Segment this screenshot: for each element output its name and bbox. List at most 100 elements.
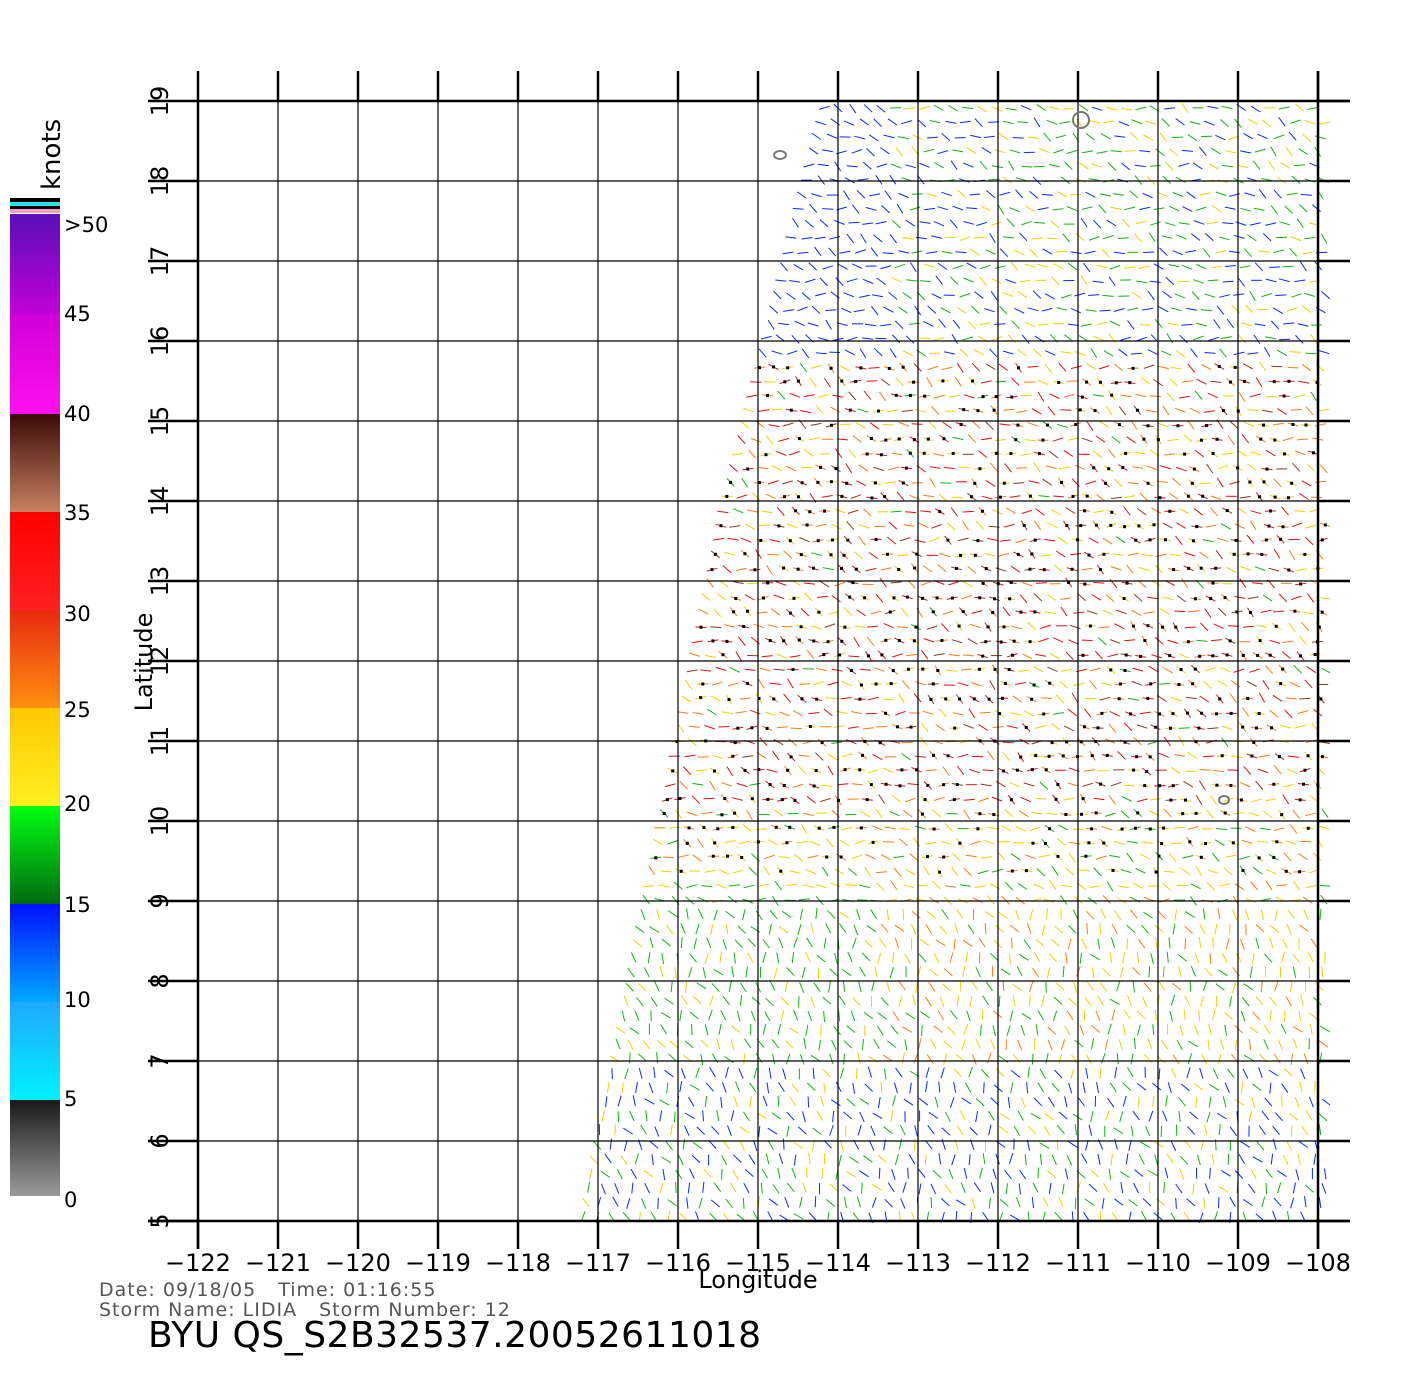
wind-barb (849, 1156, 859, 1164)
wind-barb (1056, 1125, 1065, 1135)
wind-barb (939, 925, 948, 935)
wind-barb (1202, 980, 1208, 992)
wind-barb (832, 1111, 835, 1123)
rain-flag-dot (1034, 754, 1038, 758)
wind-barb (1000, 968, 1011, 976)
rain-flag-dot (1137, 524, 1141, 528)
wind-barb (636, 997, 644, 1007)
wind-barb (807, 855, 819, 859)
wind-barb (772, 1184, 780, 1194)
wind-barb (972, 897, 983, 904)
wind-barb (1086, 923, 1088, 935)
wind-barb (760, 1182, 763, 1194)
wind-barb (1114, 910, 1122, 921)
rain-flag-dot (932, 753, 935, 757)
wind-barb (1278, 278, 1290, 283)
wind-barb (846, 521, 855, 531)
rain-flag-dot (1277, 755, 1281, 759)
wind-barb (1102, 895, 1111, 904)
wind-barb (1033, 520, 1042, 530)
wind-barb (1162, 290, 1172, 299)
wind-barb (1320, 894, 1328, 905)
rain-flag-dot (1201, 494, 1205, 498)
wind-barb (1261, 178, 1272, 182)
wind-barb (641, 1198, 647, 1209)
rain-flag-dot (1211, 581, 1215, 585)
time-text: Time: 01:16:55 (278, 1279, 437, 1301)
rain-flag-dot (1168, 654, 1172, 658)
wind-barb (1302, 896, 1313, 904)
wind-barb (1102, 235, 1114, 240)
wind-barb (1074, 1124, 1077, 1136)
wind-barb (1306, 665, 1316, 674)
wind-barb (1074, 1198, 1077, 1210)
wind-barb (622, 1211, 631, 1221)
wind-barb (1141, 553, 1153, 557)
longitude-tick-label: −112 (965, 1249, 1031, 1277)
wind-barb (691, 1023, 693, 1036)
wind-barb (659, 1110, 663, 1122)
wind-barb (807, 1010, 813, 1022)
rain-flag-dot (788, 611, 792, 615)
wind-barb (1091, 163, 1103, 168)
wind-barb (1056, 694, 1065, 704)
wind-barb (1162, 966, 1165, 978)
wind-barb (1059, 680, 1069, 689)
rain-flag-dot (1241, 653, 1245, 657)
wind-barb (786, 967, 795, 976)
wind-barb (1054, 1069, 1063, 1079)
wind-barb (1270, 146, 1277, 157)
wind-barb (733, 1154, 742, 1163)
wind-barb (1199, 482, 1211, 485)
wind-barb (927, 1125, 935, 1135)
wind-barb (1219, 294, 1231, 298)
wind-barb (1110, 937, 1115, 948)
wind-barb (1154, 1009, 1157, 1021)
wind-barb (836, 438, 848, 441)
wind-barb (1097, 995, 1104, 1006)
rain-flag-dot (1096, 726, 1100, 730)
wind-barb (843, 120, 855, 126)
wind-barb (1207, 869, 1219, 874)
wind-barb (1321, 808, 1329, 818)
wind-barb (1067, 708, 1077, 717)
wind-barb (905, 164, 917, 169)
wind-barb (1135, 393, 1147, 398)
rain-flag-dot (1094, 811, 1098, 815)
wind-barb (1026, 1139, 1030, 1151)
wind-barb (642, 1039, 651, 1050)
wind-barb (1043, 132, 1052, 142)
wind-barb (892, 334, 901, 344)
wind-barb (817, 163, 829, 167)
wind-barb (1004, 463, 1012, 473)
wind-barb (1182, 206, 1193, 212)
wind-barb (1241, 997, 1250, 1007)
wind-barb (1224, 1012, 1234, 1020)
rain-flag-dot (662, 812, 666, 815)
wind-barb (892, 1095, 896, 1107)
wind-barb (1207, 279, 1219, 282)
wind-barb (893, 867, 902, 877)
wind-barb (1234, 1170, 1244, 1179)
wind-barb (1142, 307, 1154, 311)
wind-barb (1149, 395, 1162, 398)
wind-barb (1064, 1168, 1069, 1180)
rain-flag-dot (1078, 408, 1082, 412)
wind-barb (1274, 980, 1279, 992)
wind-barb (1244, 909, 1250, 921)
wind-barb (973, 349, 985, 356)
wind-barb (1139, 711, 1151, 715)
wind-barb (970, 134, 982, 139)
wind-barb (1148, 966, 1151, 978)
wind-barb (1109, 952, 1113, 964)
rain-flag-dot (1048, 827, 1052, 831)
wind-barb (935, 939, 946, 947)
wind-barb (1201, 364, 1212, 371)
wind-barb (802, 884, 814, 888)
wind-barb (820, 1024, 822, 1036)
wind-barb (959, 884, 971, 887)
wind-barb (774, 809, 784, 817)
wind-barb (914, 755, 926, 758)
wind-barb (1118, 406, 1127, 416)
wind-barb (1303, 909, 1309, 920)
